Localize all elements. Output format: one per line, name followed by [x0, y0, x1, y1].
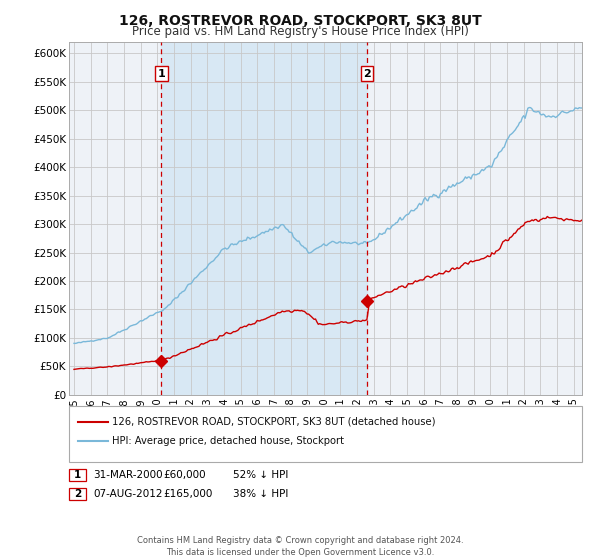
Text: 126, ROSTREVOR ROAD, STOCKPORT, SK3 8UT (detached house): 126, ROSTREVOR ROAD, STOCKPORT, SK3 8UT … [112, 417, 436, 427]
Text: Price paid vs. HM Land Registry's House Price Index (HPI): Price paid vs. HM Land Registry's House … [131, 25, 469, 38]
Text: 2: 2 [363, 69, 371, 79]
Text: 2: 2 [74, 489, 81, 499]
Text: 31-MAR-2000: 31-MAR-2000 [93, 470, 163, 480]
Text: 52% ↓ HPI: 52% ↓ HPI [233, 470, 288, 480]
Bar [161, 42, 367, 395]
Text: Contains HM Land Registry data © Crown copyright and database right 2024.
This d: Contains HM Land Registry data © Crown c… [137, 536, 463, 557]
Text: £165,000: £165,000 [164, 489, 213, 499]
Text: 07-AUG-2012: 07-AUG-2012 [93, 489, 163, 499]
Text: HPI: Average price, detached house, Stockport: HPI: Average price, detached house, Stoc… [112, 436, 344, 446]
Text: 126, ROSTREVOR ROAD, STOCKPORT, SK3 8UT: 126, ROSTREVOR ROAD, STOCKPORT, SK3 8UT [119, 14, 481, 28]
Text: 38% ↓ HPI: 38% ↓ HPI [233, 489, 288, 499]
Text: 1: 1 [74, 470, 81, 480]
Text: 1: 1 [158, 69, 166, 79]
Text: £60,000: £60,000 [164, 470, 206, 480]
